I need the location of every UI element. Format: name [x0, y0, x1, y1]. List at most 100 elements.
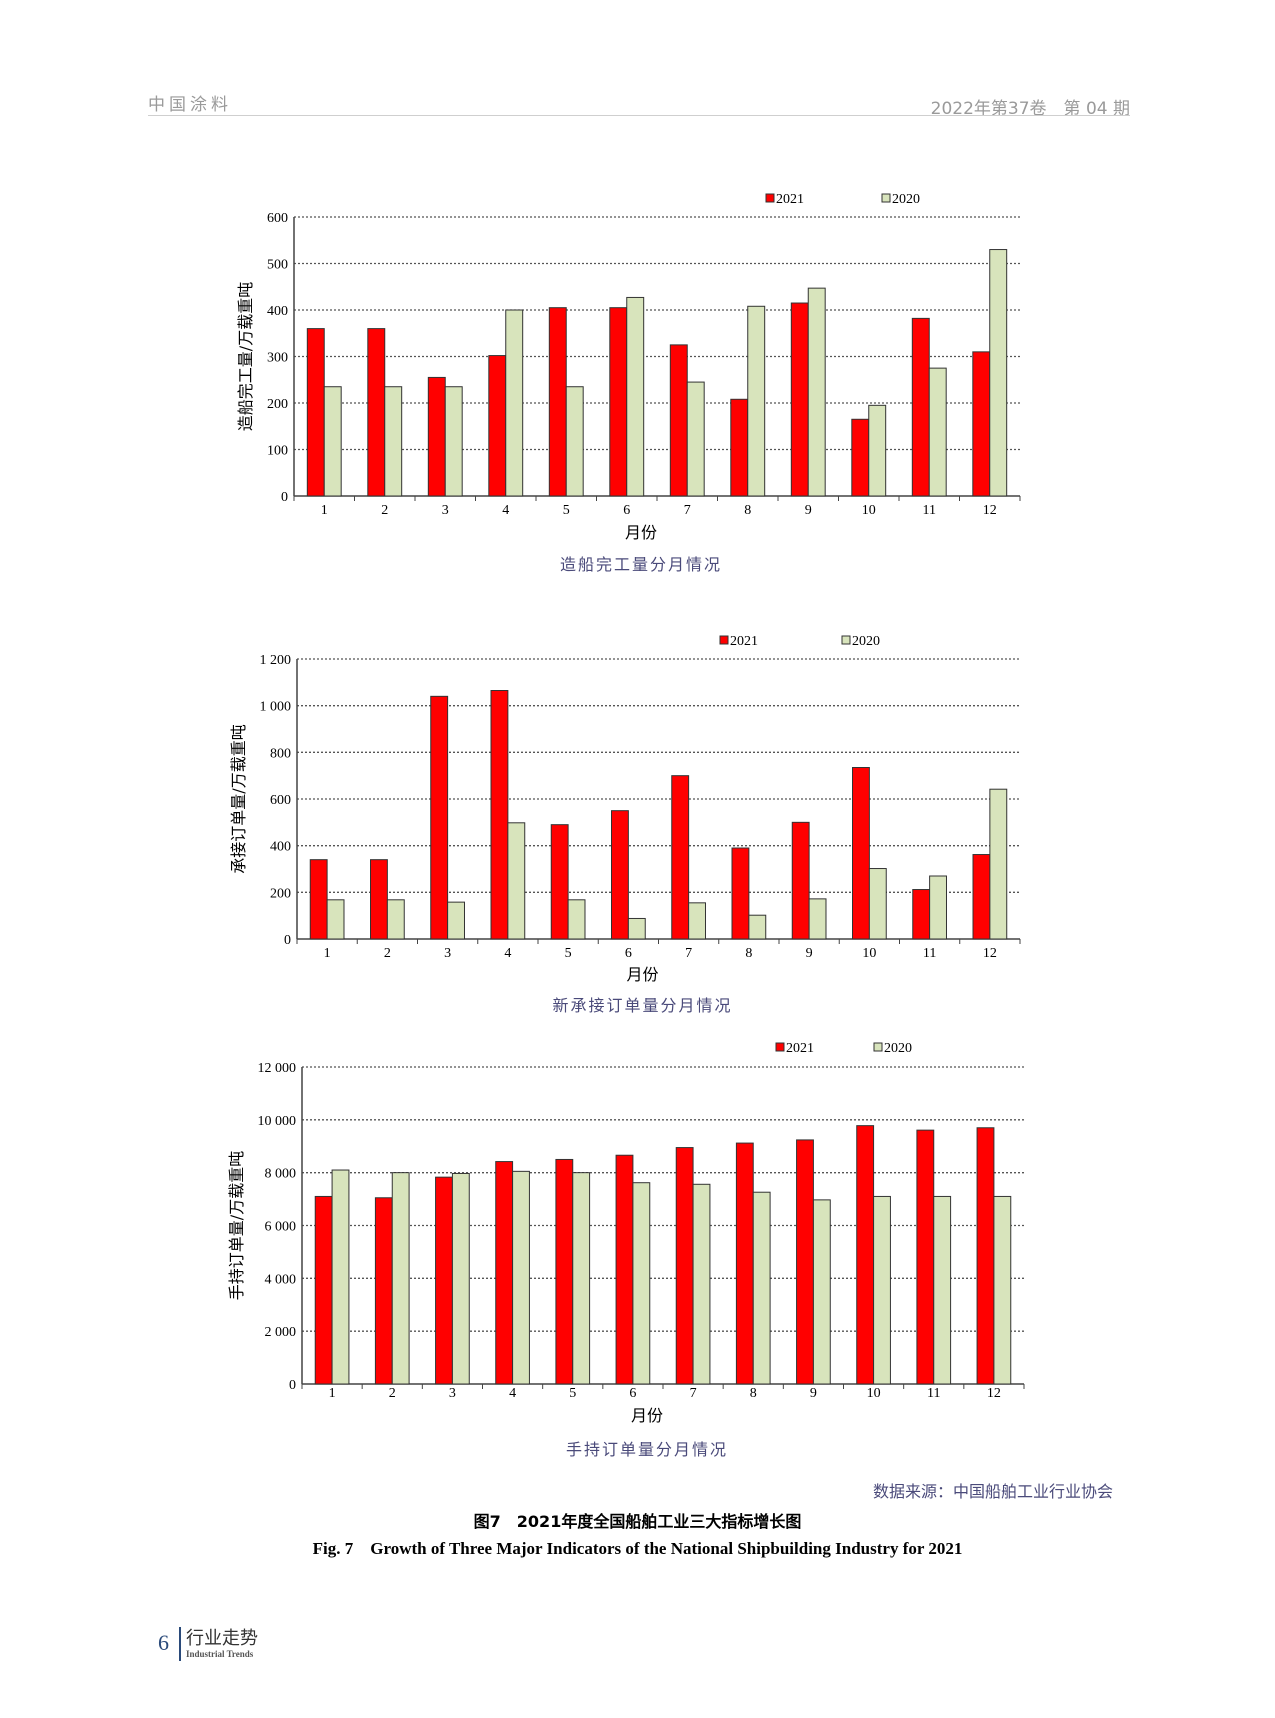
bar-2020-4 [512, 1170, 530, 1385]
legend-swatch-2020 [873, 1042, 883, 1052]
bar-2021-1 [309, 859, 328, 940]
bar-2020-10 [868, 868, 887, 940]
legend-swatch-2021 [775, 1042, 785, 1052]
x-tick-label: 6 [625, 946, 632, 961]
bar-2021-5 [555, 1158, 574, 1385]
bar-2021-5 [550, 824, 569, 940]
bar-2021-2 [374, 1197, 393, 1385]
chart-caption: 手持订单量分月情况 [566, 1440, 728, 1459]
bar-2020-8 [748, 914, 767, 940]
bar-2021-4 [490, 690, 509, 940]
bar-2020-1 [331, 1169, 350, 1385]
legend-label: 2020 [852, 634, 880, 649]
bar-2020-11 [933, 1195, 952, 1385]
x-tick-label: 4 [502, 503, 509, 518]
bar-2021-8 [735, 1142, 754, 1385]
bar-2020-2 [384, 386, 403, 497]
bar-2021-11 [916, 1129, 935, 1385]
x-tick-label: 2 [381, 503, 388, 518]
y-tick-label: 0 [281, 490, 288, 505]
y-tick-label: 6 000 [265, 1220, 297, 1235]
y-tick-label: 500 [267, 258, 288, 273]
chart-caption: 新承接订单量分月情况 [552, 996, 732, 1015]
x-tick-label: 3 [442, 503, 449, 518]
bar-2021-6 [611, 810, 629, 940]
bar-2020-6 [626, 296, 645, 497]
x-tick-label: 11 [927, 1386, 940, 1401]
x-tick-label: 12 [983, 503, 997, 518]
figure-caption-en: Fig. 7 Growth of Three Major Indicators … [312, 1539, 963, 1558]
data-source: 数据来源：中国船舶工业行业协会 [872, 1482, 1113, 1501]
y-tick-label: 0 [284, 933, 291, 948]
bar-2020-1 [323, 386, 342, 497]
bar-2021-9 [796, 1139, 814, 1385]
x-tick-label: 5 [569, 1386, 576, 1401]
x-tick-label: 11 [923, 946, 936, 961]
x-tick-label: 10 [862, 503, 876, 518]
bar-2020-11 [928, 367, 947, 497]
x-tick-label: 1 [329, 1386, 336, 1401]
bar-2020-6 [627, 917, 646, 940]
y-tick-label: 100 [267, 444, 288, 459]
bar-2021-7 [671, 775, 690, 940]
bar-2021-8 [731, 847, 750, 940]
y-tick-label: 200 [270, 886, 291, 901]
journal-name: 中国涂料 [148, 95, 232, 115]
bar-2020-3 [444, 386, 463, 497]
x-tick-label: 1 [324, 946, 331, 961]
section-title-cn: 行业走势 [186, 1628, 258, 1649]
x-tick-label: 5 [563, 503, 570, 518]
y-tick-label: 200 [267, 397, 288, 412]
y-axis-label: 手持订单量/万载重吨 [227, 1151, 246, 1300]
bar-2021-5 [548, 307, 567, 497]
bar-2021-11 [911, 317, 930, 497]
y-tick-label: 1 000 [260, 700, 292, 715]
y-tick-label: 800 [270, 746, 291, 761]
bar-2020-2 [391, 1172, 410, 1385]
bar-2020-9 [812, 1199, 831, 1385]
legend-label: 2021 [786, 1041, 814, 1056]
bar-2021-3 [430, 695, 449, 940]
bar-2021-12 [972, 351, 991, 497]
bar-2020-7 [686, 381, 705, 497]
header-divider [148, 115, 1130, 116]
bar-2021-3 [435, 1176, 453, 1385]
y-tick-label: 1 200 [260, 653, 292, 668]
x-tick-label: 12 [987, 1386, 1001, 1401]
y-tick-label: 10 000 [258, 1114, 297, 1129]
x-tick-label: 10 [862, 946, 876, 961]
x-tick-label: 9 [805, 503, 812, 518]
bar-2021-1 [314, 1195, 333, 1385]
bar-2021-6 [609, 307, 628, 497]
bar-2021-11 [912, 889, 931, 940]
x-tick-label: 1 [321, 503, 328, 518]
legend-swatch-2020 [841, 635, 851, 645]
bar-2020-12 [989, 249, 1008, 497]
legend-swatch-2021 [765, 193, 775, 203]
x-tick-label: 10 [867, 1386, 881, 1401]
bar-2020-9 [807, 287, 826, 497]
bar-2021-12 [972, 854, 991, 940]
bar-2021-9 [790, 302, 809, 497]
bar-2021-1 [306, 328, 325, 497]
legend-label: 2021 [776, 192, 804, 207]
y-tick-label: 600 [267, 211, 288, 226]
x-tick-label: 4 [509, 1386, 516, 1401]
bar-2020-7 [692, 1183, 711, 1385]
bar-2020-7 [688, 902, 706, 940]
bar-2021-4 [495, 1161, 514, 1385]
x-tick-label: 8 [750, 1386, 757, 1401]
y-tick-label: 8 000 [265, 1167, 297, 1182]
x-tick-label: 2 [384, 946, 391, 961]
bar-2021-2 [367, 328, 386, 497]
bar-2021-10 [851, 418, 870, 497]
bar-2020-11 [929, 875, 947, 940]
bar-2021-8 [730, 398, 749, 497]
section-title-en: Industrial Trends [186, 1649, 254, 1659]
x-tick-label: 12 [983, 946, 997, 961]
y-tick-label: 2 000 [265, 1325, 297, 1340]
